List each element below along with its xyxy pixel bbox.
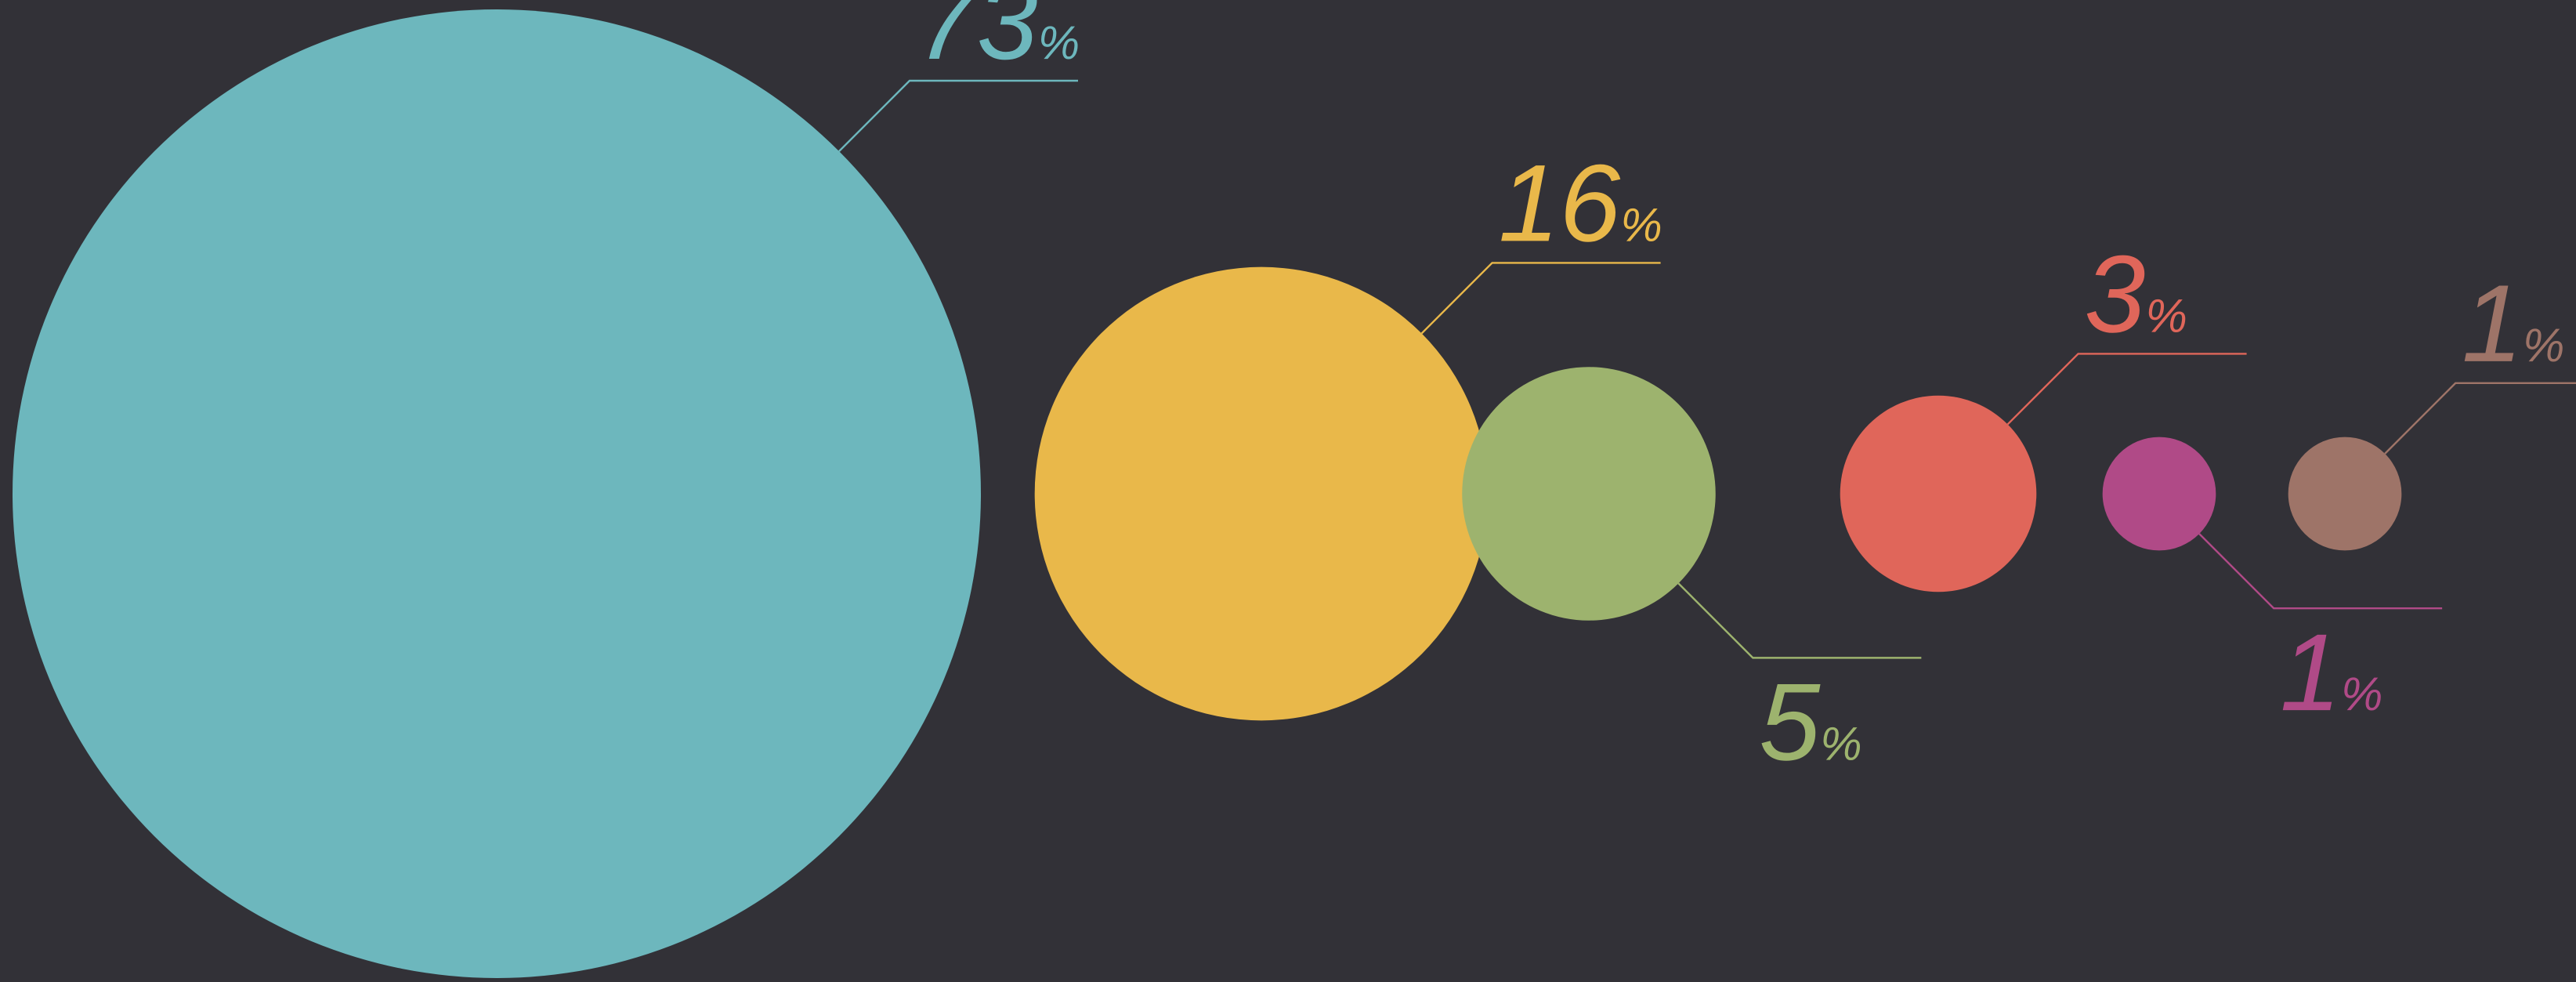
bubble <box>1034 266 1489 721</box>
bubble-group: 1% <box>2102 437 2443 734</box>
data-label: 16% <box>1499 141 1662 264</box>
bubble <box>2102 437 2216 551</box>
bubble <box>1462 367 1716 621</box>
leader-line <box>838 79 1078 152</box>
bubble-group: 73% <box>13 0 1080 978</box>
bubble-group: 3% <box>1840 232 2247 592</box>
data-label: 3% <box>2085 232 2187 355</box>
data-label: 1% <box>2280 611 2382 734</box>
leader-line <box>2198 533 2443 610</box>
leader-line <box>1420 262 1661 335</box>
leader-line <box>1677 582 1922 659</box>
bubble <box>2288 437 2402 551</box>
bubble-group: 16% <box>1034 141 1662 721</box>
bubble <box>1840 395 2037 592</box>
data-label: 73% <box>916 0 1080 82</box>
data-label: 1% <box>2462 262 2564 385</box>
bubble-group: 1% <box>2288 262 2576 551</box>
bubble <box>13 9 981 978</box>
data-label: 5% <box>1759 660 1861 783</box>
leader-line <box>2384 382 2576 455</box>
leader-line <box>2006 353 2247 426</box>
bubble-group: 5% <box>1462 367 1922 783</box>
